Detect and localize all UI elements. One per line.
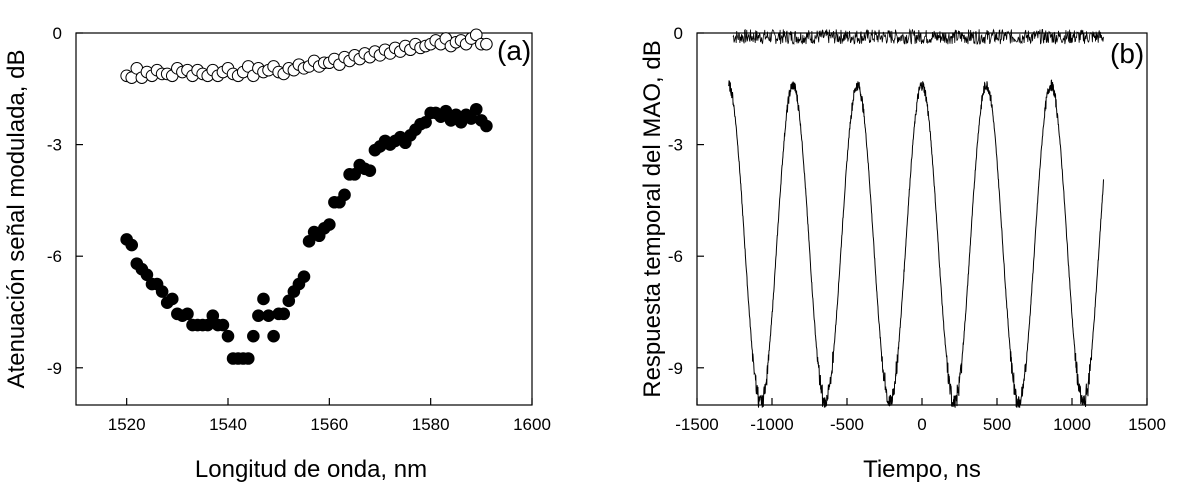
y-tick-label-a: -6 [47,247,62,266]
x-tick-label-b: 1500 [1128,415,1166,434]
data-point-filled [241,352,255,365]
data-point-filled [363,164,377,177]
x-tick-label-b: 0 [917,415,926,434]
data-point-filled [216,318,230,332]
y-tick-label-b: -9 [668,359,683,378]
panel-a: 1520 1540 1560 1580 1600 0 -3 -6 -9 (a) Longitud… [3,24,551,483]
y-tick-label-a: -3 [47,136,62,155]
data-point-filled [181,307,194,321]
ticks-b: -1500 -1000 -500 0 500 1000 1500 0 -3 -6 -9 [668,24,1166,434]
data-point-filled [297,270,311,283]
panel-label-a: (a) [497,35,531,66]
y-tick-label-b: -3 [668,136,683,155]
panel-label-b: (b) [1110,38,1144,69]
data-point-filled [323,218,336,231]
data-point-filled [277,307,291,321]
data-point-filled [165,292,179,306]
data-point-filled [125,238,139,252]
x-tick-label-a: 1520 [108,415,146,434]
x-tick-label-b: -1000 [750,415,793,434]
plot-frame-a [75,32,533,406]
data-point-filled [257,292,270,306]
x-tick-label-b: 1000 [1053,415,1091,434]
x-tick-label-a: 1540 [209,415,247,434]
x-tick-label-b: 500 [983,415,1011,434]
panel-b: -1500 -1000 -500 0 500 1000 1500 0 -3 -6 -9 (b) Ti… [639,24,1166,483]
marks-b [728,28,1104,408]
data-point-filled [480,119,493,133]
data-point-filled [247,329,260,343]
x-tick-label-b: -1500 [675,415,718,434]
x-axis-label-b: Tiempo, ns [863,456,981,483]
y-axis-label-b: Respuesta temporal del MAO, dB [639,40,666,398]
y-tick-label-b: -6 [668,247,683,266]
series-line-reference [732,28,1104,46]
data-point-open [480,37,493,51]
data-point-filled [155,285,169,298]
data-point-filled [469,102,483,116]
marks-a [120,28,493,365]
y-axis-label-a: Atenuación señal modulada, dB [3,50,30,389]
data-point-filled [338,188,351,202]
x-tick-label-a: 1560 [310,415,348,434]
x-tick-label-a: 1600 [513,415,551,434]
y-tick-label-a: -9 [47,359,62,378]
y-tick-label-a: 0 [53,24,62,43]
data-point-filled [262,309,275,323]
data-point-filled [267,329,280,343]
x-axis-label-a: Longitud de onda, nm [195,456,427,483]
x-tick-label-b: -500 [830,415,864,434]
series-line-periodic [728,79,1104,408]
y-tick-label-b: 0 [674,24,683,43]
data-point-filled [221,329,235,343]
ticks-a: 1520 1540 1560 1580 1600 0 -3 -6 -9 [47,24,551,434]
x-tick-label-a: 1580 [412,415,450,434]
